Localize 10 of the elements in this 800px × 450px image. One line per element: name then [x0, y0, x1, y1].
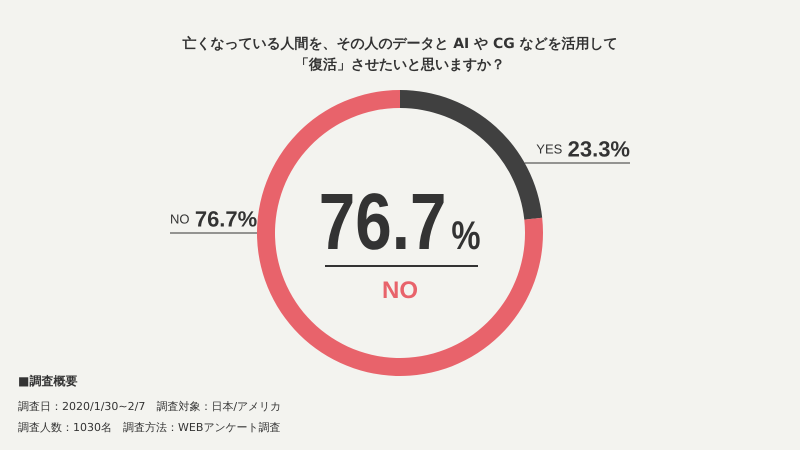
text: NO — [382, 277, 418, 304]
slice-label: NO — [170, 212, 190, 226]
text: 76.7% — [319, 177, 481, 266]
data-label: 76.7% — [194, 206, 258, 232]
slice-label: YES — [536, 142, 563, 157]
text: 調査人数：1030名 調査方法：WEBアンケート調査 — [18, 421, 280, 434]
text: ■調査概要 — [18, 374, 78, 388]
data-label: 23.3% — [568, 136, 630, 162]
text: 調査日：2020/1/30~2/7 調査対象：日本/アメリカ — [18, 400, 282, 413]
chart-title: 亡くなっている人間を、その人のデータと AI や CG などを活用して「復活」させたいと思いますか？ — [181, 34, 619, 75]
